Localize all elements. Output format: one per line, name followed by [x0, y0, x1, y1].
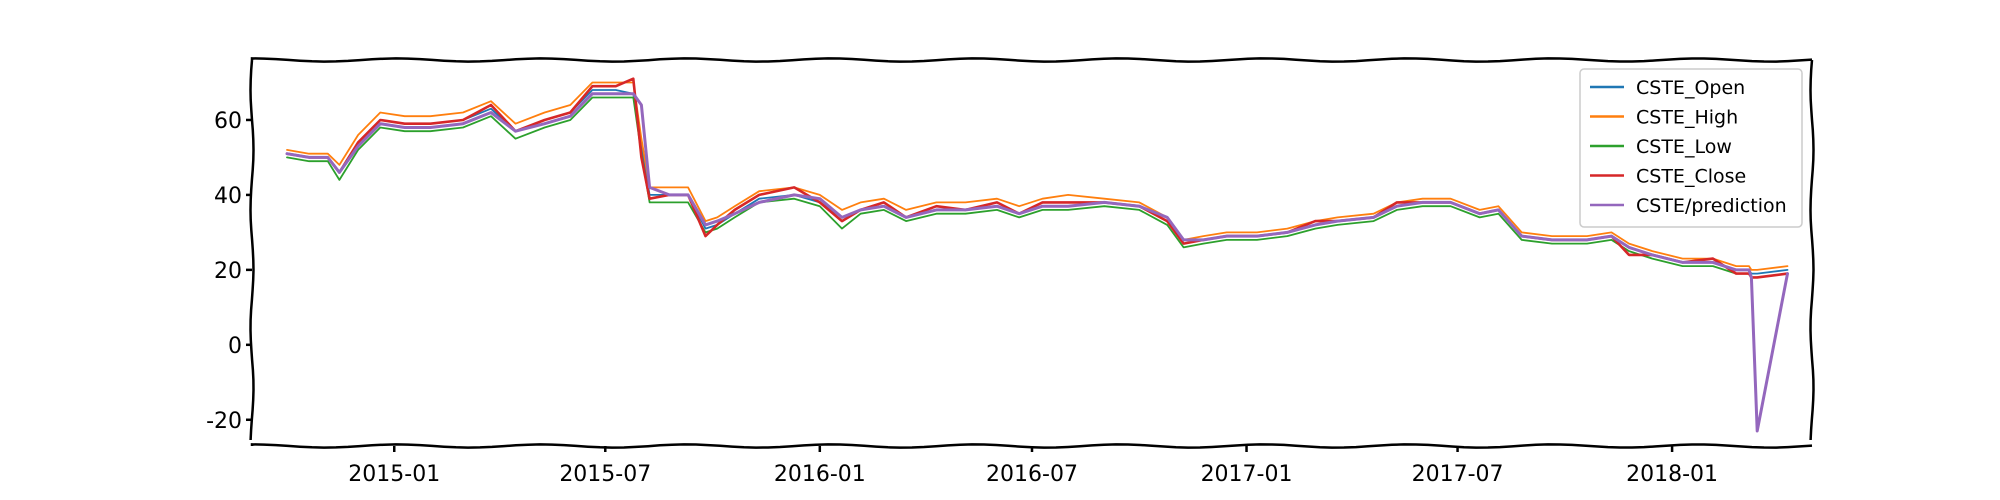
- series-line-cste-close: [285, 77, 1789, 279]
- axis-ticks: 60 40 20 0 -20 2015-01 2015-07 2016-01 2016-07 20…: [206, 109, 1718, 487]
- x-tick-label: 2016-07: [986, 462, 1078, 487]
- y-tick-label: 60: [214, 109, 242, 134]
- axes-frame: [249, 57, 1815, 449]
- x-tick-label: 2017-07: [1412, 462, 1504, 487]
- series-line-cste-high: [286, 81, 1789, 271]
- legend-entry-label: CSTE_Close: [1636, 166, 1746, 188]
- legend-entry-label: CSTE_Open: [1636, 77, 1745, 99]
- frame-bottom: [250, 443, 1813, 449]
- legend-entry-label: CSTE_Low: [1636, 136, 1732, 158]
- legend-entry-label: CSTE/prediction: [1636, 195, 1787, 217]
- x-tick-label: 2018-01: [1626, 462, 1718, 487]
- series-line-cste-low: [286, 96, 1789, 279]
- legend-entry-label: CSTE_High: [1636, 107, 1738, 129]
- x-tick-label: 2017-01: [1201, 462, 1293, 487]
- legend: CSTE_Open CSTE_High CSTE_Low CSTE_Close CSTE…: [1579, 68, 1803, 228]
- y-tick-label: 0: [228, 334, 242, 359]
- series-line-cste-prediction: [285, 92, 1789, 433]
- frame-top: [250, 57, 1813, 63]
- y-tick-label: -20: [206, 409, 242, 434]
- series-line-cste-open: [286, 89, 1789, 275]
- frame-right: [1809, 59, 1815, 441]
- lines-layer: [285, 77, 1789, 433]
- x-tick-label: 2015-01: [348, 462, 440, 487]
- frame-left: [249, 59, 255, 441]
- y-tick-label: 20: [214, 259, 242, 284]
- x-tick-label: 2015-07: [559, 462, 651, 487]
- x-tick-label: 2016-01: [774, 462, 866, 487]
- legend-box: [1579, 68, 1803, 228]
- y-tick-label: 40: [214, 184, 242, 209]
